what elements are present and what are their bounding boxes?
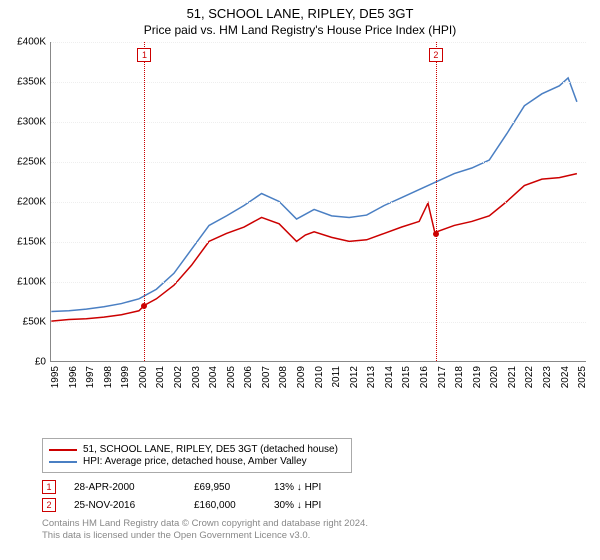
gridline (51, 122, 586, 123)
gridline (51, 282, 586, 283)
sales-row: 2 25-NOV-2016£160,00030% ↓ HPI (42, 496, 394, 514)
sales-row: 1 28-APR-2000£69,95013% ↓ HPI (42, 478, 394, 496)
sales-row-index: 2 (42, 498, 56, 512)
y-axis-label: £300K (8, 117, 46, 128)
sale-marker-point (141, 303, 147, 309)
y-axis-label: £350K (8, 77, 46, 88)
footer-attribution: Contains HM Land Registry data © Crown c… (42, 518, 368, 543)
y-axis-label: £200K (8, 197, 46, 208)
y-axis-label: £400K (8, 37, 46, 48)
sales-row-price: £160,000 (194, 500, 274, 511)
chart-area: £0£50K£100K£150K£200K£250K£300K£350K£400… (8, 42, 592, 412)
sales-row-date: 25-NOV-2016 (74, 500, 194, 511)
sales-row-index: 1 (42, 480, 56, 494)
gridline (51, 82, 586, 83)
legend-label: 51, SCHOOL LANE, RIPLEY, DE5 3GT (detach… (83, 444, 338, 455)
gridline (51, 202, 586, 203)
x-axis-label: 2025 (577, 366, 600, 388)
series-legend: 51, SCHOOL LANE, RIPLEY, DE5 3GT (detach… (42, 438, 352, 473)
sale-marker-line (144, 42, 145, 361)
legend-swatch (49, 461, 77, 463)
gridline (51, 322, 586, 323)
sale-marker-point (433, 231, 439, 237)
series-line (51, 78, 577, 312)
gridline (51, 162, 586, 163)
y-axis-label: £50K (8, 317, 46, 328)
sale-marker-label: 2 (429, 48, 443, 62)
y-axis-label: £0 (8, 357, 46, 368)
sales-row-date: 28-APR-2000 (74, 482, 194, 493)
sales-row-price: £69,950 (194, 482, 274, 493)
sale-marker-line (436, 42, 437, 361)
gridline (51, 242, 586, 243)
series-line (51, 174, 577, 322)
sale-marker-label: 1 (137, 48, 151, 62)
legend-label: HPI: Average price, detached house, Ambe… (83, 456, 307, 467)
y-axis-label: £250K (8, 157, 46, 168)
sales-row-delta: 13% ↓ HPI (274, 482, 394, 493)
legend-row: 51, SCHOOL LANE, RIPLEY, DE5 3GT (detach… (49, 444, 345, 455)
y-axis-label: £100K (8, 277, 46, 288)
gridline (51, 42, 586, 43)
sales-table: 1 28-APR-2000£69,95013% ↓ HPI 2 25-NOV-2016… (42, 478, 394, 514)
chart-subtitle: Price paid vs. HM Land Registry's House … (0, 21, 600, 37)
legend-row: HPI: Average price, detached house, Ambe… (49, 456, 345, 467)
legend-swatch (49, 449, 77, 451)
footer-line-1: Contains HM Land Registry data © Crown c… (42, 518, 368, 530)
plot-region: 12 (50, 42, 586, 362)
footer-line-2: This data is licensed under the Open Gov… (42, 530, 368, 542)
sales-row-delta: 30% ↓ HPI (274, 500, 394, 511)
chart-title: 51, SCHOOL LANE, RIPLEY, DE5 3GT (0, 0, 600, 21)
y-axis-label: £150K (8, 237, 46, 248)
